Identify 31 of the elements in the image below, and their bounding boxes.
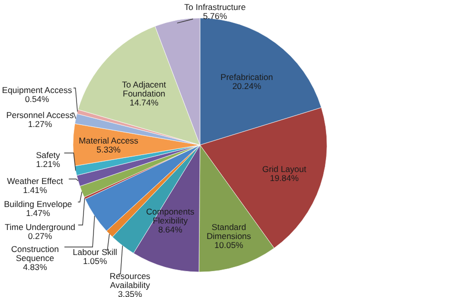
data-label: 3.35% [118, 289, 142, 297]
data-label: 8.64% [158, 224, 183, 235]
data-label: 0.54% [24, 94, 50, 104]
slice-label: To Adjacent Foundation [122, 79, 167, 98]
slice-label: Weather Effect [7, 176, 64, 186]
slice-label: Material Access [78, 135, 138, 146]
slice-label: Personnel Access [6, 110, 74, 120]
data-label: 10.05% [214, 240, 244, 250]
data-label: 5.76% [202, 11, 228, 21]
slice-label: Standard Dimensions [206, 222, 252, 241]
slice-label: Labour Skill [72, 247, 118, 257]
data-label: 4.83% [22, 262, 48, 272]
data-label: 1.05% [82, 256, 108, 266]
data-label: 1.47% [26, 208, 50, 218]
slice-label: Equipment Access [2, 85, 72, 95]
data-label: 1.21% [36, 159, 60, 169]
slice-label: Time Underground [4, 222, 76, 232]
data-label: 14.74% [130, 97, 159, 108]
data-label: 19.84% [270, 172, 300, 183]
data-label: 5.33% [96, 144, 122, 154]
slice-label: Construction Sequence [11, 244, 60, 263]
slice-label: Prefabrication [220, 72, 274, 82]
slice-label: To Infrastructure [184, 2, 246, 12]
data-label: 1.41% [22, 185, 48, 195]
slice-label: Resources Availability [110, 271, 151, 290]
data-label: 0.27% [28, 231, 52, 241]
slice-label: Building Envelope [4, 199, 72, 209]
data-label: 20.24% [232, 81, 262, 92]
slice-label: Grid Layout [262, 164, 307, 174]
slice-label: Safety [36, 150, 61, 160]
data-label: 1.27% [28, 119, 52, 129]
